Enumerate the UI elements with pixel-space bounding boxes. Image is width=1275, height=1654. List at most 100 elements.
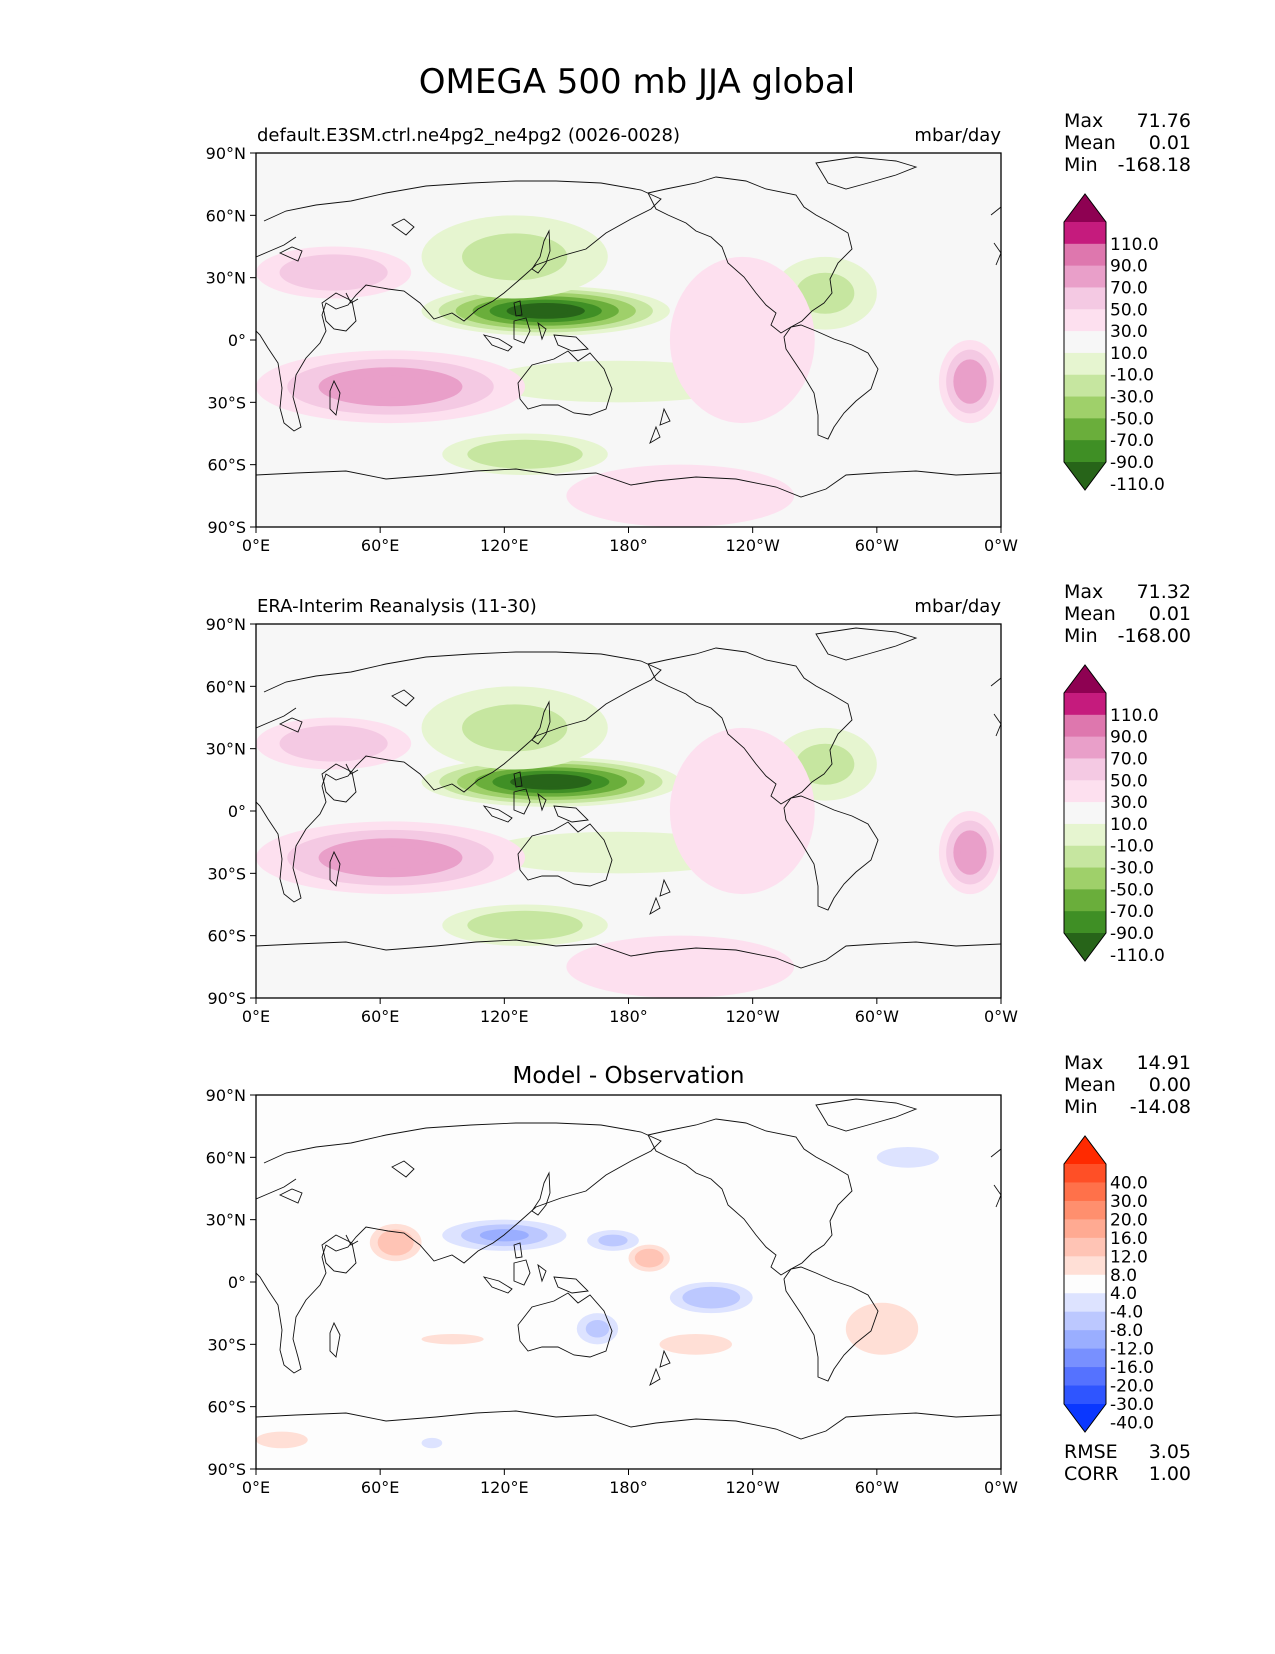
footer-stat-label: RMSE: [1064, 1441, 1118, 1463]
field-contour: [890, 1151, 926, 1164]
colorbar-band: [1064, 265, 1106, 288]
y-tick-label: 30°S: [207, 393, 246, 412]
map: 0°E 60°E 120°E 180° 120°W 60°W 0°W 90°N 60°N 30°N…: [206, 615, 1019, 1026]
colorbar-label: -10.0: [1110, 837, 1154, 857]
colorbar-band: [1064, 823, 1106, 847]
x-tick-label: 0°W: [984, 1007, 1018, 1026]
colorbar-band: [1064, 1200, 1106, 1220]
colorbar-label: -8.0: [1110, 1321, 1143, 1341]
y-tick-label: 0°: [228, 1273, 246, 1292]
field-contour: [267, 1435, 297, 1445]
y-tick-label: 60°N: [206, 206, 246, 225]
colorbar-label: -30.0: [1110, 388, 1154, 408]
field-contour: [426, 1440, 438, 1446]
x-tick-label: 60°E: [361, 1007, 399, 1026]
colorbar-label: 4.0: [1110, 1284, 1137, 1304]
y-tick-label: 60°S: [207, 456, 246, 475]
colorbar-label: -90.0: [1110, 453, 1154, 473]
x-tick-label: 0°E: [242, 1007, 270, 1026]
colorbar-label: -110.0: [1110, 475, 1165, 495]
y-tick-label: 90°S: [207, 1460, 246, 1479]
y-tick-label: 0°: [228, 331, 246, 350]
colorbar-label: 40.0: [1110, 1173, 1148, 1193]
field-contour: [675, 1338, 717, 1351]
colorbar-label: 16.0: [1110, 1229, 1148, 1249]
y-tick-label: 60°N: [206, 1148, 246, 1167]
colorbar-band: [1064, 802, 1106, 825]
colorbar-label: 90.0: [1110, 257, 1148, 277]
y-tick-label: 60°S: [207, 927, 246, 946]
field-contour: [492, 917, 558, 934]
colorbar-band: [1064, 287, 1106, 310]
field-contour: [795, 743, 855, 785]
colorbar-label: -40.0: [1110, 1413, 1154, 1433]
x-tick-label: 120°W: [725, 1007, 780, 1026]
colorbar-label: 50.0: [1110, 300, 1148, 320]
x-tick-label: 120°E: [480, 1007, 529, 1026]
field: [256, 215, 1001, 527]
colorbar-band: [1064, 352, 1106, 376]
x-tick-label: 60°W: [855, 1478, 899, 1497]
y-tick-label: 60°N: [206, 677, 246, 696]
field-contour: [795, 272, 855, 314]
panel-2: ERA-Interim Reanalysis (11-30) mbar/day0°…: [206, 581, 1191, 1026]
field: [256, 686, 1001, 998]
x-tick-label: 0°E: [242, 1478, 270, 1497]
stat-value: 71.32: [1137, 581, 1191, 603]
stat-value: 71.76: [1137, 110, 1191, 132]
colorbar-label: 30.0: [1110, 793, 1148, 813]
colorbar-extend-min: [1064, 1404, 1106, 1432]
footer-stat-value: 3.05: [1149, 1441, 1191, 1463]
map-background: [256, 1095, 1001, 1469]
colorbar-label: -50.0: [1110, 409, 1154, 429]
colorbar-label: 30.0: [1110, 322, 1148, 342]
y-tick-label: 30°S: [207, 1335, 246, 1354]
stat-label: Mean: [1064, 603, 1116, 625]
field-contour: [641, 1252, 658, 1264]
x-tick-label: 0°W: [984, 1478, 1018, 1497]
colorbar-band: [1064, 1348, 1106, 1368]
field-contour: [349, 846, 432, 869]
y-tick-label: 90°S: [207, 518, 246, 537]
colorbar-band: [1064, 1164, 1106, 1183]
colorbar-label: 10.0: [1110, 815, 1148, 835]
x-tick-label: 180°: [609, 1478, 648, 1497]
panel-3: Model - Observation 0°E 60°E 120°E 180° 120°W…: [206, 1052, 1191, 1497]
colorbar-label: 50.0: [1110, 771, 1148, 791]
colorbar-band: [1064, 418, 1106, 441]
colorbar-label: 30.0: [1110, 1192, 1148, 1212]
footer-stat-label: CORR: [1064, 1463, 1119, 1485]
colorbar-label: -30.0: [1110, 859, 1154, 879]
field-contour: [598, 1234, 628, 1247]
colorbar-band: [1064, 396, 1106, 419]
colorbar-band: [1064, 911, 1106, 934]
colorbar-label: -50.0: [1110, 880, 1154, 900]
colorbar-label: -70.0: [1110, 431, 1154, 451]
colorbar-band: [1064, 1182, 1106, 1202]
field-contour: [435, 1336, 471, 1343]
x-tick-label: 60°E: [361, 536, 399, 555]
colorbar-band: [1064, 758, 1106, 781]
stat-value: -168.00: [1118, 625, 1191, 647]
colorbar-band: [1064, 714, 1106, 738]
field-contour: [542, 840, 695, 865]
colorbar-extend-max: [1064, 194, 1106, 222]
colorbar-band: [1064, 1385, 1106, 1405]
y-tick-label: 90°N: [206, 615, 246, 634]
panel-left-title: default.E3SM.ctrl.ne4pg2_ne4pg2 (0026-00…: [257, 125, 680, 146]
stat-value: 0.01: [1149, 603, 1191, 625]
y-tick-label: 90°N: [206, 1086, 246, 1105]
colorbar-extend-max: [1064, 1136, 1106, 1164]
x-tick-label: 120°W: [725, 536, 780, 555]
colorbar-extend-min: [1064, 462, 1106, 490]
colorbar-band: [1064, 693, 1106, 716]
stat-label: Mean: [1064, 1074, 1116, 1096]
colorbar-band: [1064, 309, 1106, 332]
field-contour: [527, 777, 574, 787]
x-tick-label: 120°E: [480, 536, 529, 555]
colorbar-extend-max: [1064, 665, 1106, 693]
field-contour: [303, 262, 365, 283]
colorbar-label: 10.0: [1110, 344, 1148, 364]
colorbar-band: [1064, 331, 1106, 354]
